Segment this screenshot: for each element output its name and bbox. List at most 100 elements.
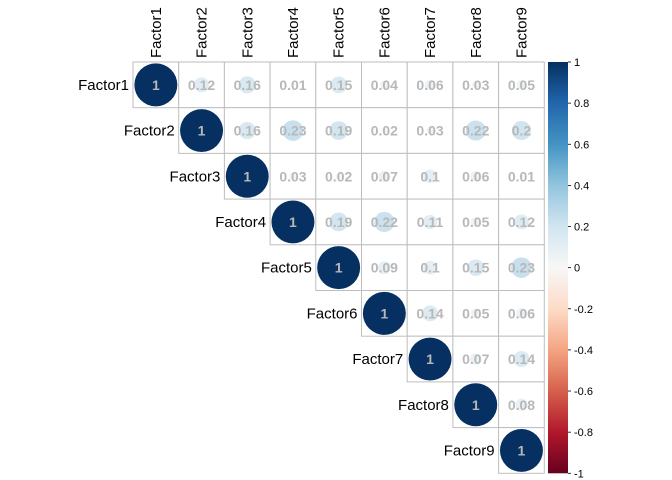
value-label-r7-c8: 0.07 bbox=[462, 351, 489, 367]
circle-r2-c4 bbox=[282, 120, 304, 141]
circle-r3-c5 bbox=[335, 173, 342, 180]
circle-r5-c6 bbox=[377, 261, 391, 275]
colorbar-tick-label: 0.2 bbox=[574, 222, 589, 234]
row-label-9: Factor9 bbox=[444, 442, 495, 459]
value-label-r2-c4: 0.23 bbox=[279, 123, 306, 139]
circle-r4-c7 bbox=[422, 214, 438, 230]
circle-r2-c3 bbox=[238, 121, 256, 140]
value-label-r1-c3: 0.16 bbox=[234, 77, 261, 93]
column-label-2: Factor2 bbox=[194, 7, 211, 58]
value-label-r4-c4: 1 bbox=[289, 214, 297, 230]
row-label-3: Factor3 bbox=[170, 168, 221, 185]
circle-layer bbox=[134, 63, 543, 472]
circle-r1-c2 bbox=[194, 77, 209, 93]
circle-r4-c6 bbox=[374, 211, 395, 233]
value-label-r1-c9: 0.05 bbox=[508, 77, 535, 93]
circle-r5-c9 bbox=[511, 257, 532, 278]
value-label-r9-c9: 1 bbox=[518, 442, 526, 458]
colorbar-tick-label: -0.2 bbox=[574, 304, 593, 316]
colorbar-tick-label: 0.8 bbox=[574, 98, 589, 110]
value-label-r1-c5: 0.15 bbox=[325, 77, 352, 93]
value-label-r3-c7: 0.1 bbox=[420, 168, 440, 184]
circle-r4-c8 bbox=[470, 217, 481, 227]
circle-r5-c7 bbox=[423, 260, 437, 275]
circle-r6-c6 bbox=[362, 291, 406, 335]
circle-r5-c5 bbox=[317, 246, 361, 290]
circle-r4-c4 bbox=[271, 200, 315, 244]
value-label-r5-c9: 0.23 bbox=[508, 260, 535, 276]
cell-r3-c7 bbox=[406, 152, 454, 200]
circle-r6-c9 bbox=[516, 308, 527, 319]
value-label-r1-c2: 0.12 bbox=[188, 77, 215, 93]
value-label-r1-c6: 0.04 bbox=[371, 77, 398, 93]
value-label-r4-c5: 0.19 bbox=[325, 214, 352, 230]
cell-r1-c8 bbox=[452, 61, 500, 109]
row-label-5: Factor5 bbox=[261, 260, 312, 277]
value-label-r6-c6: 1 bbox=[380, 305, 388, 321]
circle-r4-c5 bbox=[329, 212, 349, 232]
column-labels: Factor1 Factor2 Factor3 Factor4 Factor5 Facto… bbox=[148, 7, 531, 58]
circle-r2-c7 bbox=[426, 126, 434, 135]
value-label-r2-c5: 0.19 bbox=[325, 123, 352, 139]
value-layer: 1 0.12 0.16 0.01 0.15 0.04 0.06 0.03 0.05 1 0.16 0.… bbox=[152, 77, 535, 459]
row-label-2: Factor2 bbox=[124, 123, 175, 140]
value-label-r3-c9: 0.01 bbox=[508, 168, 535, 184]
circle-r1-c8 bbox=[472, 81, 480, 89]
value-label-r3-c8: 0.06 bbox=[462, 168, 489, 184]
value-label-r3-c6: 0.07 bbox=[371, 168, 398, 184]
circle-r7-c7 bbox=[408, 337, 452, 381]
circle-r1-c1 bbox=[134, 63, 178, 107]
value-label-r2-c9: 0.2 bbox=[512, 123, 532, 139]
circle-r6-c8 bbox=[470, 308, 481, 319]
colorbar-gradient bbox=[548, 62, 568, 474]
circle-r2-c8 bbox=[465, 120, 486, 141]
value-label-r4-c8: 0.05 bbox=[462, 214, 489, 230]
value-label-r3-c5: 0.02 bbox=[325, 168, 352, 184]
colorbar: 1 0.8 0.6 0.4 0.2 0 -0.2 -0.4 -0.6 -0.8 -1 bbox=[548, 57, 593, 480]
grid-layer bbox=[132, 61, 545, 474]
value-label-r1-c7: 0.06 bbox=[416, 77, 443, 93]
column-label-1: Factor1 bbox=[148, 7, 165, 58]
value-label-r2-c7: 0.03 bbox=[416, 123, 443, 139]
value-label-r1-c1: 1 bbox=[152, 77, 160, 93]
circle-r7-c9 bbox=[513, 351, 530, 368]
circle-r3-c9 bbox=[519, 174, 524, 179]
row-label-6: Factor6 bbox=[307, 305, 358, 322]
circle-r3-c3 bbox=[225, 154, 269, 198]
colorbar-tick-label: -1 bbox=[574, 468, 584, 480]
circle-r1-c7 bbox=[424, 79, 436, 91]
circle-r1-c6 bbox=[380, 80, 389, 90]
cell-r6-c9 bbox=[498, 290, 545, 337]
circle-r3-c4 bbox=[289, 172, 297, 180]
circle-r9-c9 bbox=[499, 428, 543, 472]
colorbar-tick-label: 1 bbox=[574, 57, 580, 69]
circle-r8-c8 bbox=[454, 383, 498, 427]
value-label-r6-c8: 0.05 bbox=[462, 305, 489, 321]
value-label-r1-c4: 0.01 bbox=[279, 77, 306, 93]
row-label-4: Factor4 bbox=[215, 214, 266, 231]
row-label-7: Factor7 bbox=[352, 351, 403, 368]
colorbar-tick-label: -0.4 bbox=[574, 345, 593, 357]
value-label-r4-c6: 0.22 bbox=[371, 214, 398, 230]
column-label-4: Factor4 bbox=[285, 7, 302, 58]
circle-r7-c8 bbox=[470, 353, 482, 365]
value-label-r7-c9: 0.14 bbox=[508, 351, 535, 367]
column-label-5: Factor5 bbox=[331, 7, 348, 58]
value-label-r3-c4: 0.03 bbox=[279, 168, 306, 184]
circle-r3-c7 bbox=[423, 169, 437, 184]
row-label-8: Factor8 bbox=[398, 397, 449, 414]
value-label-r2-c6: 0.02 bbox=[371, 123, 398, 139]
value-label-r5-c7: 0.1 bbox=[420, 260, 440, 276]
value-label-r3-c3: 1 bbox=[243, 168, 251, 184]
value-label-r6-c7: 0.14 bbox=[416, 305, 443, 321]
colorbar-tick-label: 0.6 bbox=[574, 139, 589, 151]
colorbar-tick-label: -0.8 bbox=[574, 427, 593, 439]
row-label-1: Factor1 bbox=[78, 77, 129, 94]
column-label-9: Factor9 bbox=[513, 7, 530, 58]
value-label-r5-c8: 0.15 bbox=[462, 260, 489, 276]
circle-r8-c9 bbox=[515, 398, 528, 411]
cell-r2-c6 bbox=[361, 107, 408, 154]
value-label-r2-c8: 0.22 bbox=[462, 123, 489, 139]
colorbar-tick-label: 0.4 bbox=[574, 180, 589, 192]
